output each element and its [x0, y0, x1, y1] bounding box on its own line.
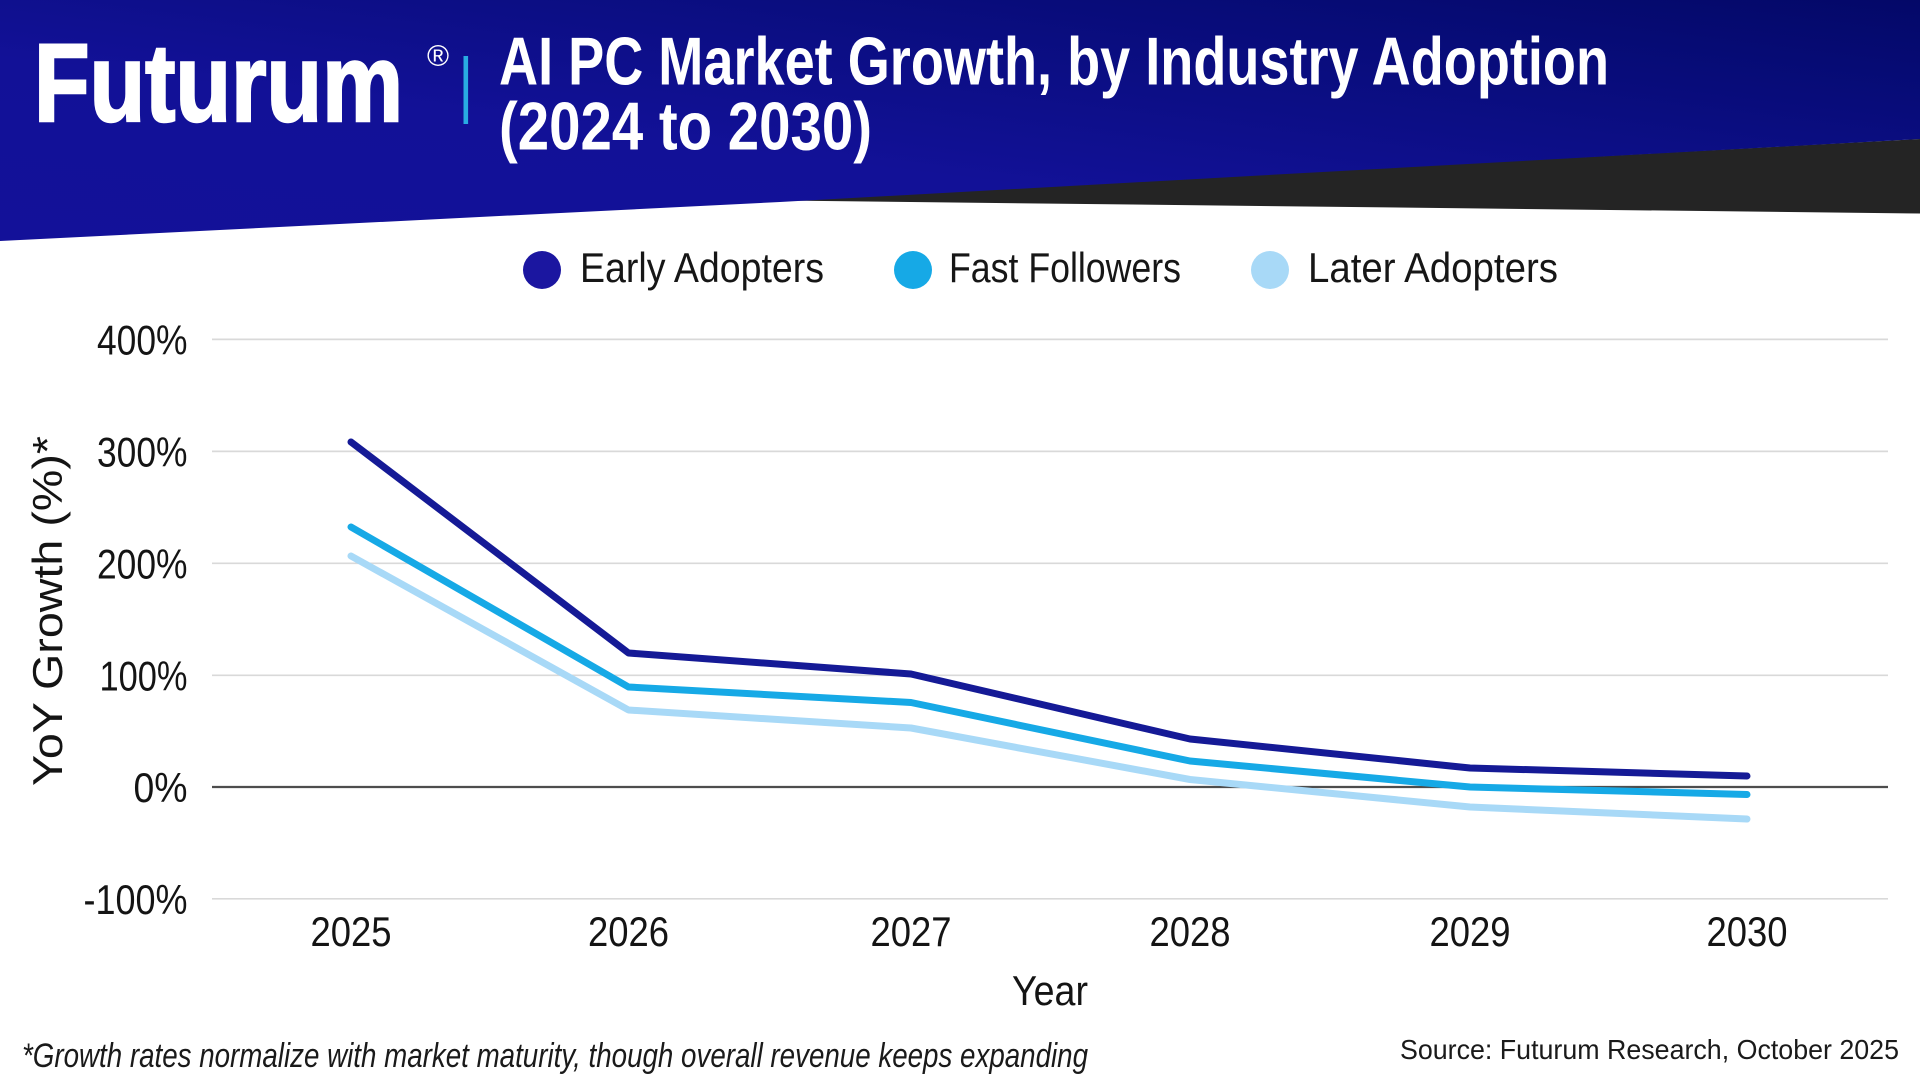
- svg-text:Year: Year: [1012, 967, 1088, 1014]
- svg-text:300%: 300%: [97, 428, 188, 475]
- svg-text:-100%: -100%: [84, 876, 188, 923]
- svg-text:200%: 200%: [97, 540, 188, 587]
- svg-text:AI PC Market Growth, by Indust: AI PC Market Growth, by Industry Adoptio…: [499, 24, 1609, 100]
- svg-text:Later Adopters: Later Adopters: [1308, 244, 1558, 291]
- svg-text:(2024 to 2030): (2024 to 2030): [499, 89, 872, 165]
- svg-text:Futurum: Futurum: [34, 22, 403, 145]
- svg-text:Early Adopters: Early Adopters: [580, 244, 824, 291]
- svg-text:*Growth rates normalize with m: *Growth rates normalize with market matu…: [22, 1037, 1088, 1075]
- svg-text:Fast Followers: Fast Followers: [949, 244, 1181, 291]
- svg-text:2025: 2025: [311, 908, 392, 955]
- svg-text:YoY Growth (%)*: YoY Growth (%)*: [24, 436, 71, 786]
- svg-text:100%: 100%: [100, 652, 188, 699]
- svg-text:®: ®: [427, 40, 449, 73]
- svg-text:Source: Futurum Research, Octo: Source: Futurum Research, October 2025: [1400, 1034, 1899, 1065]
- svg-text:0%: 0%: [134, 764, 188, 811]
- svg-text:2028: 2028: [1150, 908, 1231, 955]
- svg-text:2026: 2026: [588, 908, 669, 955]
- svg-text:2027: 2027: [871, 908, 952, 955]
- svg-text:400%: 400%: [97, 316, 188, 363]
- svg-text:2029: 2029: [1430, 908, 1511, 955]
- svg-text:2030: 2030: [1707, 908, 1788, 955]
